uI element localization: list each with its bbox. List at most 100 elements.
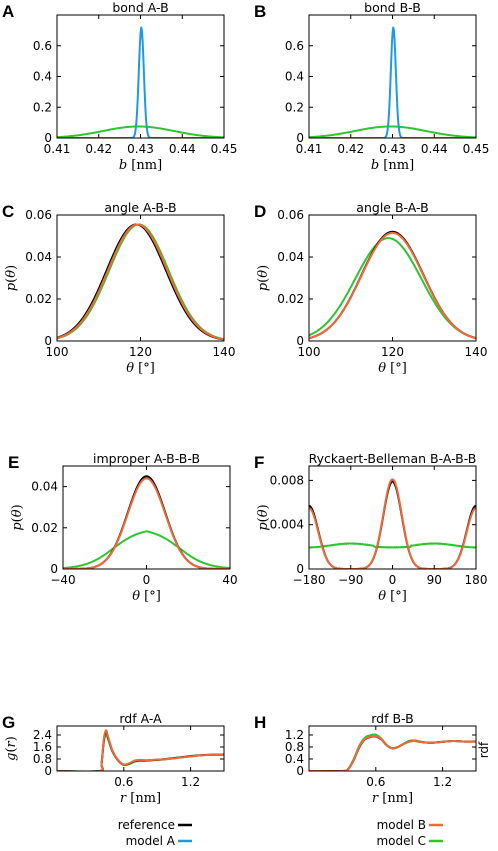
- chart-title: bond A-B: [112, 0, 168, 15]
- x-tick-label: 100: [298, 345, 321, 359]
- legend: reference model A model B model C: [118, 818, 443, 848]
- y-tick-label: 1.6: [33, 740, 52, 754]
- x-tick-label: 0.45: [211, 142, 238, 156]
- y-tick-label: 0.4: [285, 752, 304, 766]
- y-tick-label: 1.2: [285, 728, 304, 742]
- x-tick-label: 90: [427, 573, 442, 587]
- y-tick-label: 0: [296, 562, 304, 576]
- plot-frame: [308, 725, 477, 772]
- x-tick-label: 180: [465, 573, 488, 587]
- legend-label: model B: [377, 818, 426, 832]
- x-tick-label: 0.41: [44, 142, 71, 156]
- y-tick-label: 0.008: [270, 473, 304, 487]
- y-axis-label: p(θ): [256, 265, 271, 291]
- series-reference: [57, 730, 224, 771]
- panel-letter: A: [2, 2, 14, 21]
- series-model-c: [309, 542, 476, 549]
- chart-title: bond B-B: [364, 0, 421, 15]
- x-tick-label: 0.43: [379, 142, 406, 156]
- y-tick-label: 0: [296, 764, 304, 778]
- y-tick-label: 0: [50, 562, 58, 576]
- series-model-b: [57, 729, 224, 771]
- x-tick-label: 0: [389, 573, 397, 587]
- chart-title: improper A-B-B-B: [93, 451, 200, 466]
- x-tick-label: 0.43: [127, 142, 154, 156]
- panel-letter: H: [254, 713, 266, 732]
- series-group: [309, 230, 476, 340]
- series-group: [57, 26, 224, 138]
- plot-frame: [56, 725, 225, 772]
- y-tick-label: 0.8: [285, 740, 304, 754]
- legend-label: reference: [118, 818, 175, 832]
- y-tick-label: 0.004: [270, 518, 304, 532]
- panel-letter: D: [254, 202, 266, 221]
- y-tick-label: 0.04: [31, 480, 58, 494]
- series-model-c: [57, 733, 224, 771]
- x-tick-label: 0.6: [114, 775, 133, 789]
- x-tick-label: 40: [222, 573, 237, 587]
- series-model-c: [309, 733, 476, 771]
- x-tick-label: 0.44: [421, 142, 448, 156]
- x-axis-label: θ [°]: [378, 361, 407, 376]
- chart-title: angle B-A-B: [356, 200, 428, 215]
- panel-letter: B: [254, 2, 266, 21]
- x-tick-label: 120: [381, 345, 404, 359]
- x-tick-label: −90: [338, 573, 363, 587]
- series-group: [309, 478, 476, 569]
- x-tick-label: 1.2: [181, 775, 200, 789]
- series-model-b: [309, 231, 476, 340]
- x-axis-label: θ [°]: [126, 361, 155, 376]
- legend-entry-model-c: model C: [376, 834, 443, 848]
- y-axis-label: g(r): [4, 736, 19, 761]
- series-model-c: [63, 530, 230, 569]
- chart-F: F Ryckaert-Belleman B-A-B-B −180 −90 0 90 180 0…: [254, 451, 487, 604]
- legend-label: model A: [126, 834, 176, 848]
- series-reference: [63, 475, 230, 569]
- chart-title: rdf A-A: [119, 711, 162, 726]
- x-axis-label: b [nm]: [371, 158, 414, 173]
- x-tick-label: −180: [293, 573, 326, 587]
- series-group: [309, 26, 476, 138]
- series-model-b: [63, 477, 230, 569]
- series-model-c: [57, 125, 224, 138]
- y-tick-label: 0: [44, 131, 52, 145]
- y-tick-label: 0.02: [277, 292, 304, 306]
- x-tick-label: 0.41: [296, 142, 323, 156]
- x-tick-label: 0.6: [366, 775, 385, 789]
- x-tick-label: 1.2: [433, 775, 452, 789]
- x-tick-label: 0.45: [463, 142, 490, 156]
- panel-letter: G: [2, 713, 15, 732]
- x-axis-label: θ [°]: [132, 589, 161, 604]
- y-tick-label: 0.2: [285, 100, 304, 114]
- y-axis-label: p(θ): [10, 504, 25, 530]
- x-axis-label: b [nm]: [119, 158, 162, 173]
- y-tick-label: 0.04: [25, 250, 52, 264]
- series-group: [57, 729, 224, 771]
- series-reference: [309, 480, 476, 569]
- panel-letter: F: [254, 453, 264, 472]
- panel-letter: E: [8, 453, 19, 472]
- series-model-a: [309, 26, 476, 138]
- y-tick-label: 0.06: [25, 208, 52, 222]
- y-tick-label: 0.02: [25, 292, 52, 306]
- series-model-a: [57, 26, 224, 138]
- chart-title: Ryckaert-Belleman B-A-B-B: [309, 451, 477, 466]
- chart-title: rdf B-B: [371, 711, 413, 726]
- y-tick-label: 0.04: [277, 250, 304, 264]
- chart-title: angle A-B-B: [104, 200, 176, 215]
- plot-frame: [62, 465, 231, 570]
- y-tick-label: 0.6: [33, 39, 52, 53]
- y-tick-label: 0: [44, 334, 52, 348]
- y-tick-label: 0: [296, 131, 304, 145]
- series-model-b: [309, 478, 476, 569]
- y-tick-label: 0.4: [33, 70, 52, 84]
- series-group: [63, 475, 230, 569]
- y-tick-label: 0.6: [285, 39, 304, 53]
- x-tick-label: 0: [143, 573, 151, 587]
